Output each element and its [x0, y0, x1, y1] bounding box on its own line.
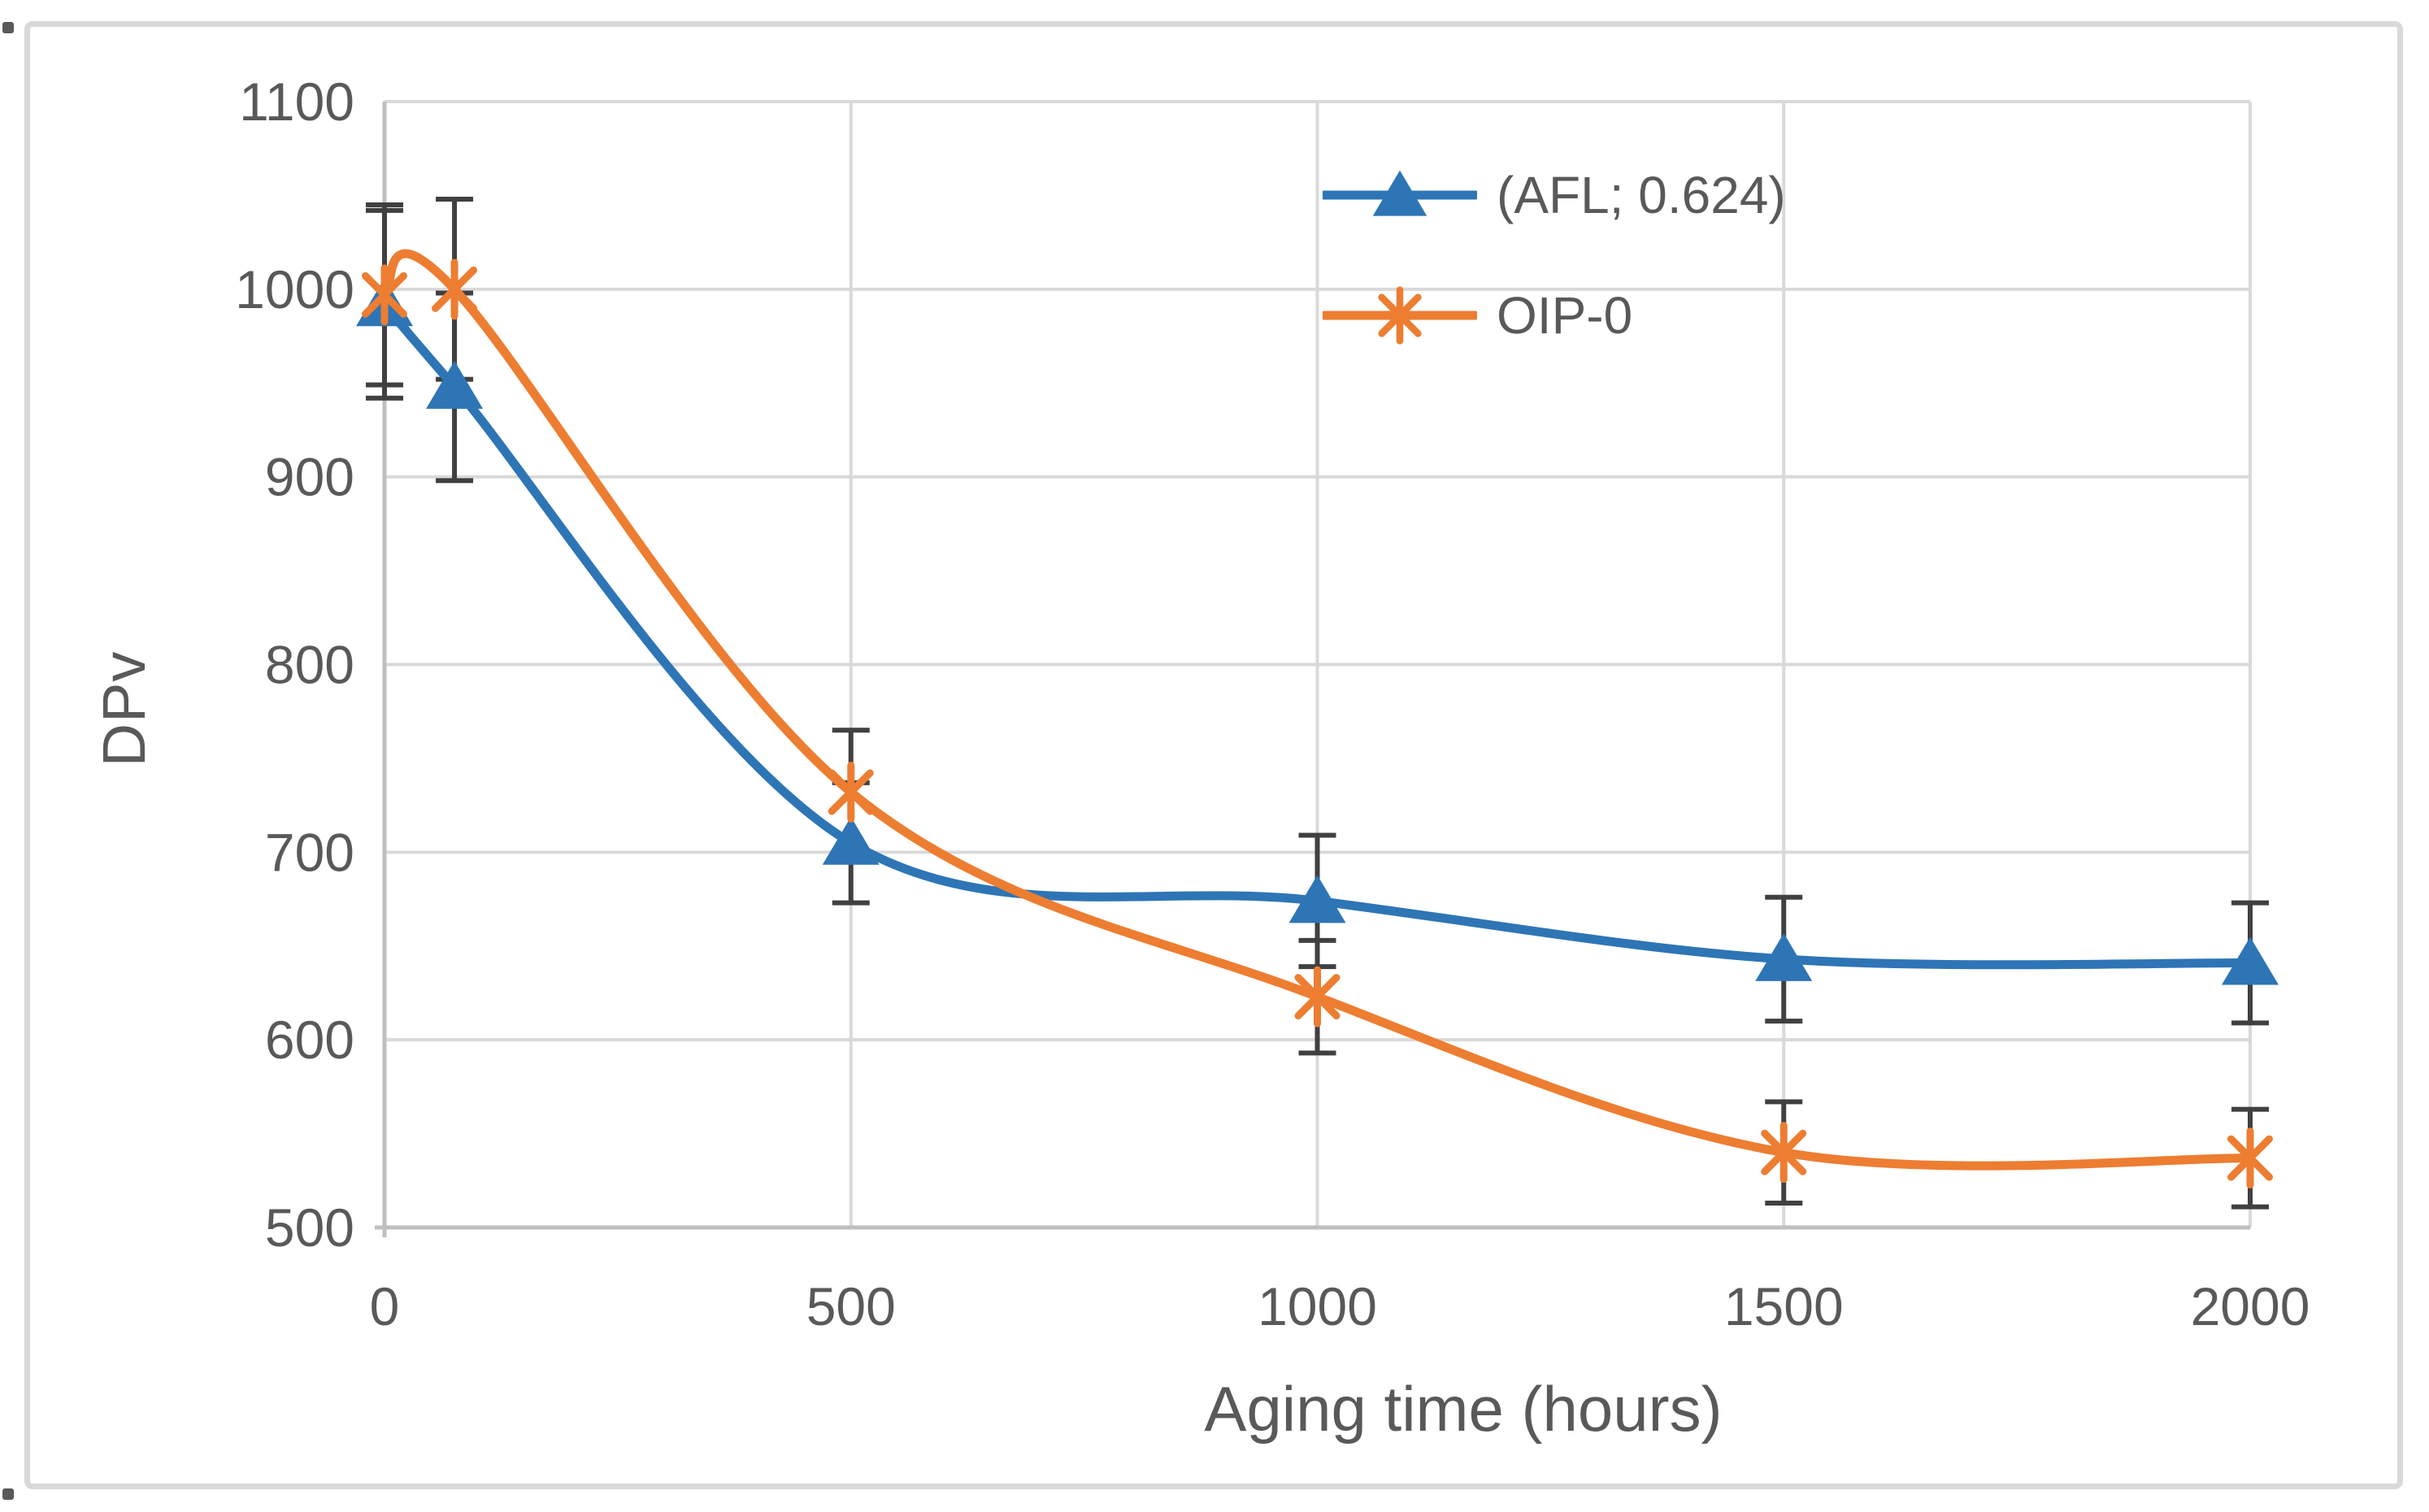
x-tick-label-2000: 2000 — [2191, 1276, 2310, 1336]
stray-dot-top — [2, 22, 14, 33]
series-line-0 — [380, 299, 2255, 970]
stray-dot-bottom — [2, 1488, 14, 1500]
triangle-marker-icon — [1288, 875, 1346, 923]
x-tick-label-1500: 1500 — [1724, 1276, 1844, 1336]
y-tick-label-900: 900 — [265, 447, 354, 507]
asterisk-marker-icon — [432, 266, 478, 312]
triangle-marker-icon — [822, 816, 880, 865]
x-tick-label-0: 0 — [370, 1276, 400, 1336]
x-tick-label-1000: 1000 — [1258, 1276, 1377, 1336]
y-axis-title: DPv — [89, 650, 158, 767]
legend-label-oip0: OIP-0 — [1497, 286, 1633, 345]
y-tick-label-500: 500 — [265, 1197, 354, 1258]
asterisk-marker-icon — [2227, 1135, 2273, 1181]
asterisk-marker-icon — [828, 769, 874, 815]
y-tick-label-1000: 1000 — [235, 259, 354, 319]
x-axis-title: Aging time (hours) — [1204, 1373, 1723, 1445]
y-tick-label-1100: 1100 — [239, 72, 354, 132]
chart-figure-border — [24, 21, 2403, 1489]
legend-item-afl: (AFL; 0.624) — [1323, 159, 1786, 232]
legend-marker-oip0-icon — [1323, 286, 1477, 345]
legend-item-oip0: OIP-0 — [1323, 279, 1786, 352]
triangle-marker-icon — [1755, 932, 1813, 981]
legend-label-afl: (AFL; 0.624) — [1497, 166, 1786, 224]
triangle-marker-icon — [426, 360, 484, 409]
asterisk-marker-icon — [1294, 974, 1341, 1020]
triangle-marker-icon — [2222, 936, 2279, 985]
asterisk-marker-icon — [362, 272, 407, 318]
legend-marker-afl-icon — [1323, 170, 1477, 216]
chart-legend: (AFL; 0.624) OIP-0 — [1323, 159, 1786, 399]
y-tick-label-700: 700 — [265, 822, 354, 882]
asterisk-marker-icon — [1761, 1129, 1807, 1175]
x-tick-label-500: 500 — [806, 1276, 896, 1336]
y-tick-label-800: 800 — [265, 635, 354, 695]
asterisk-marker-icon — [1378, 293, 1422, 337]
triangle-marker-icon — [1372, 170, 1427, 216]
y-tick-label-600: 600 — [265, 1010, 354, 1070]
